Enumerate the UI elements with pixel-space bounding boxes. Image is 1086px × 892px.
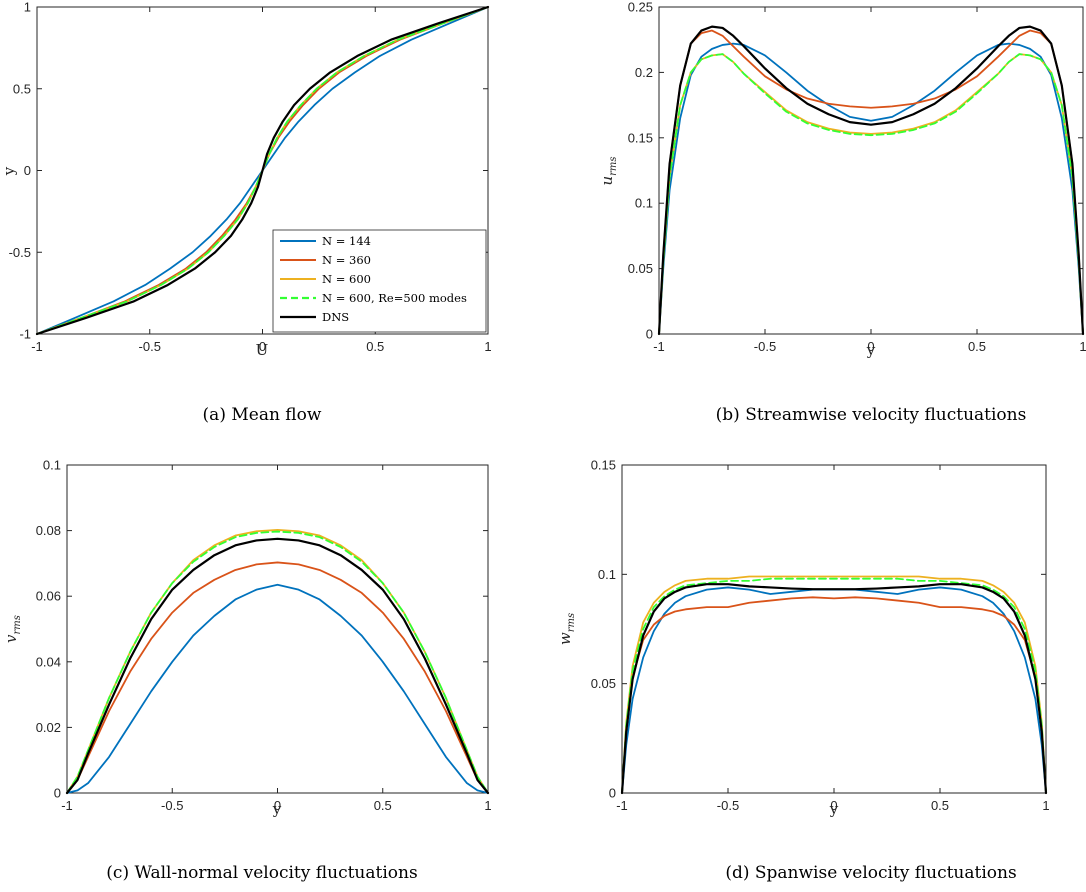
- x-tick-label-d-2: 0: [830, 798, 837, 813]
- caption-b: (b) Streamwise velocity fluctuations: [716, 405, 1027, 425]
- series-n-600-d: [621, 575, 1047, 794]
- x-tick-label-d-0: -1: [616, 798, 628, 813]
- x-tick-label-d-1: -0.5: [717, 798, 739, 813]
- y-tick-label-a-0: -1: [19, 327, 31, 342]
- y-tick-labels-b: 0 0.05 0.1 0.15 0.2 0.25: [628, 0, 653, 342]
- y-tick-label-d-1: 0.05: [591, 676, 616, 691]
- y-tick-label-b-3: 0.15: [628, 130, 653, 145]
- legend-label-n144: N = 144: [322, 234, 371, 248]
- x-tick-label-a-2: 0: [259, 339, 266, 354]
- y-tick-label-c-3: 0.06: [36, 589, 61, 604]
- panel-c: -1 -0.5 0 0.5 1 00.020.040.060.080.1 y vrms …: [2, 458, 492, 884]
- y-tick-label-d-2: 0.1: [598, 567, 616, 582]
- y-tick-labels-c: 0 0.02 0.04 0.06 0.08 0.1: [36, 458, 61, 801]
- y-tick-label-b-2: 0.1: [635, 196, 653, 211]
- y-tick-label-c-5: 0.1: [43, 458, 61, 473]
- series-n-360-d: [621, 596, 1047, 794]
- y-tick-label-d-3: 0.15: [591, 458, 616, 473]
- y-axis-label-c: vrms: [2, 615, 23, 643]
- caption-a: (a) Mean flow: [203, 405, 322, 425]
- series-group-a: [35, 5, 490, 336]
- y-axis-label-b-main: u: [598, 176, 616, 186]
- x-axis-label-d: y: [829, 800, 839, 818]
- x-tick-label-a-3: 0.5: [366, 339, 384, 354]
- x-tick-label-c-1: -0.5: [161, 798, 183, 813]
- series-dns-b: [657, 25, 1085, 336]
- caption-c: (c) Wall-normal velocity fluctuations: [106, 863, 417, 883]
- caption-d: (d) Spanwise velocity fluctuations: [725, 863, 1016, 883]
- x-tick-label-d-3: 0.5: [931, 798, 949, 813]
- panel-a: -1 -0.5 0 0.5 1 -1 -0.5 0 0.5 1 U y N = 144 N = …: [0, 0, 492, 425]
- plot-frame-d: [621, 464, 1047, 794]
- y-tick-label-d-0: 0: [609, 786, 616, 801]
- x-tick-label-c-0: -1: [61, 798, 73, 813]
- y-tick-label-c-1: 0.02: [36, 720, 61, 735]
- y-axis-label-d: wrms: [556, 613, 577, 645]
- series-group-c: [65, 529, 490, 795]
- x-tick-label-c-3: 0.5: [374, 798, 392, 813]
- plot-frame-b: [658, 6, 1084, 335]
- series-dns-d: [620, 583, 1048, 795]
- y-axis-label-d-sub: rms: [566, 613, 577, 632]
- x-tick-label-b-2: 0: [867, 339, 874, 354]
- legend-label-n600: N = 600: [322, 272, 371, 286]
- legend-label-n360: N = 360: [322, 253, 371, 267]
- y-axis-label-b-sub: rms: [608, 156, 619, 175]
- series-n-600-re-500-modes-c: [66, 530, 489, 794]
- x-tick-labels-b: -1 -0.5 0 0.5 1: [653, 339, 1086, 354]
- y-axis-label-c-sub: rms: [12, 615, 23, 634]
- x-tick-label-c-4: 1: [484, 798, 491, 813]
- series-n-144-b: [658, 42, 1084, 335]
- series-n-600-re-500-modes-b: [658, 53, 1084, 335]
- legend: N = 144 N = 360 N = 600 N = 600, Re=500 …: [272, 229, 487, 333]
- x-tick-label-b-1: -0.5: [754, 339, 776, 354]
- y-tick-label-b-1: 0.05: [628, 261, 653, 276]
- plot-frame-c: [66, 464, 489, 794]
- series-n-360-c: [66, 561, 489, 794]
- x-axis-label-c: y: [272, 800, 282, 818]
- x-tick-label-c-2: 0: [274, 798, 281, 813]
- y-axis-label-a: y: [0, 166, 18, 176]
- y-tick-label-c-4: 0.08: [36, 523, 61, 538]
- panel-d: -1 -0.5 0 0.5 1 0 0.05 0.1 0.15 y wrms (d) Span…: [556, 458, 1050, 884]
- y-axis-label-b: urms: [598, 156, 619, 185]
- y-tick-label-c-2: 0.04: [36, 654, 61, 669]
- x-axis-label-a: U: [256, 341, 269, 359]
- x-tick-label-a-4: 1: [484, 339, 491, 354]
- y-tick-labels-a: -1 -0.5 0 0.5 1: [9, 0, 31, 342]
- y-tick-label-a-1: -0.5: [9, 245, 31, 260]
- series-group-b: [657, 25, 1085, 336]
- series-n-600-re-500-modes-d: [621, 577, 1047, 794]
- y-tick-label-a-2: 0: [24, 163, 31, 178]
- y-tick-labels-d: 0 0.05 0.1 0.15: [591, 458, 616, 801]
- series-group-d: [620, 575, 1048, 795]
- y-tick-label-c-0: 0: [54, 786, 61, 801]
- x-axis-label-b: y: [866, 341, 876, 359]
- series-dns-a: [35, 5, 490, 336]
- legend-label-dns: DNS: [322, 310, 349, 324]
- y-axis-label-c-main: v: [2, 634, 20, 643]
- y-tick-label-a-4: 1: [24, 0, 31, 15]
- panel-b: -1 -0.5 0 0.5 1 0 0.05 0.1 0.15 0.2 0.25 y urms (…: [598, 0, 1086, 425]
- x-tick-label-a-0: -1: [31, 339, 43, 354]
- x-tick-label-b-4: 1: [1079, 339, 1086, 354]
- x-tick-label-a-1: -0.5: [139, 339, 161, 354]
- series-n-144-c: [66, 583, 489, 794]
- x-tick-labels-a: -1 -0.5 0 0.5 1: [31, 339, 491, 354]
- series-n-360-b: [658, 29, 1084, 335]
- y-tick-label-b-5: 0.25: [628, 0, 653, 15]
- y-tick-label-a-3: 0.5: [13, 81, 31, 96]
- y-axis-label-d-main: w: [556, 632, 574, 645]
- x-tick-label-b-0: -1: [653, 339, 665, 354]
- y-tick-label-b-4: 0.2: [635, 65, 653, 80]
- x-tick-labels-c: -1 -0.5 0 0.5 1: [61, 798, 491, 813]
- y-tick-label-b-0: 0: [646, 327, 653, 342]
- legend-box: [272, 229, 487, 333]
- x-tick-labels-d: -1 -0.5 0 0.5 1: [616, 798, 1049, 813]
- legend-label-re500: N = 600, Re=500 modes: [322, 291, 467, 305]
- x-tick-label-d-4: 1: [1042, 798, 1049, 813]
- x-tick-label-b-3: 0.5: [968, 339, 986, 354]
- series-dns-c: [65, 537, 490, 795]
